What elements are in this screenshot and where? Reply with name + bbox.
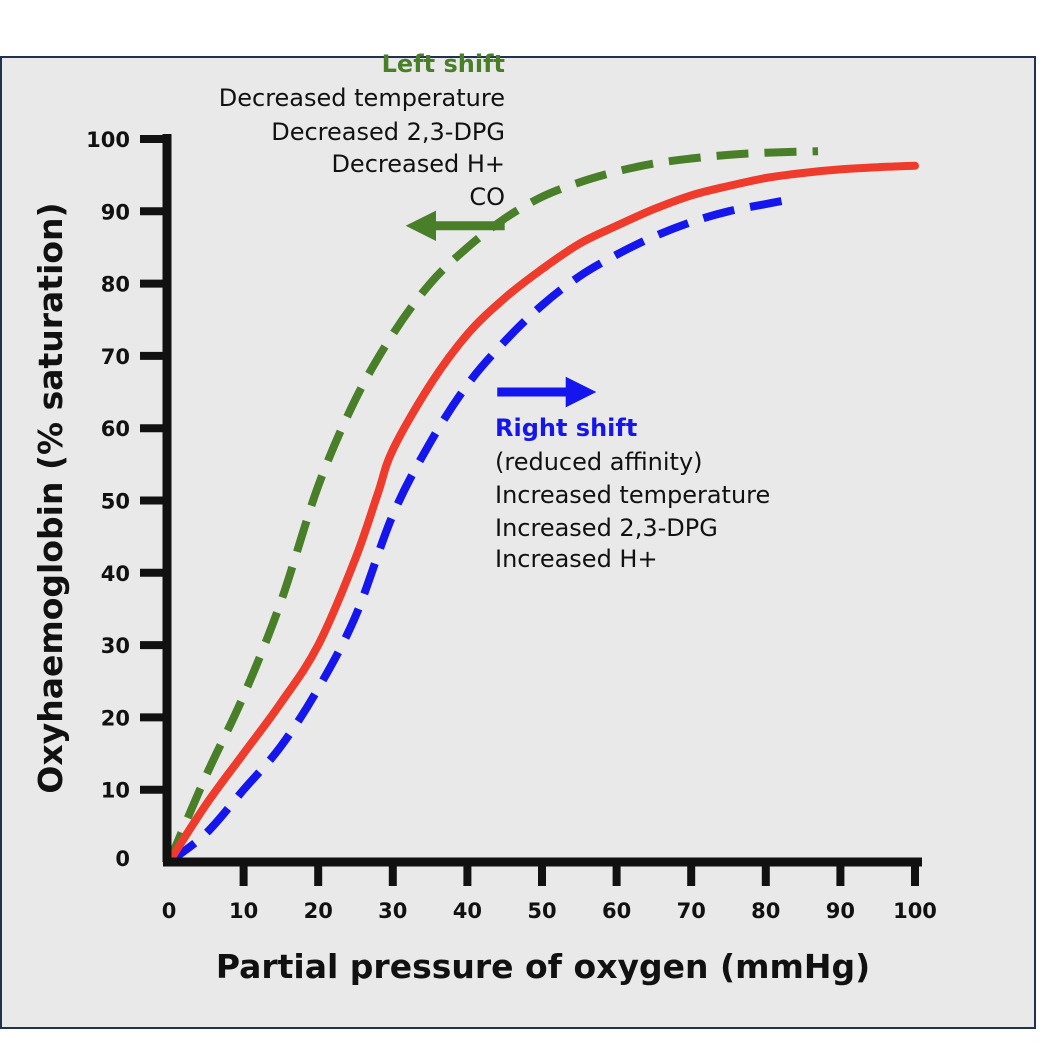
- x-tick-label: 100: [893, 899, 937, 923]
- y-tick-label: 60: [101, 417, 130, 441]
- left-shift-curve: [165, 147, 819, 864]
- y-tick-label: 80: [101, 273, 130, 297]
- plot-frame: [0, 56, 1036, 1029]
- x-tick-label: 70: [677, 899, 706, 923]
- y-tick-label: 10: [101, 779, 130, 803]
- right-shift-curve: [166, 194, 797, 866]
- x-tick-label: 20: [304, 899, 333, 923]
- right-shift-line: Increased temperature: [495, 481, 770, 509]
- x-tick-label: 50: [527, 899, 556, 923]
- normal-curve: [165, 161, 919, 866]
- y-tick-label: 50: [101, 490, 130, 514]
- right-shift-note: Right shift (reduced affinity) Increased…: [495, 414, 770, 573]
- x-tick-label: 60: [602, 899, 631, 923]
- x-tick-label: 90: [826, 899, 855, 923]
- left-shift-line: Decreased temperature: [219, 84, 505, 112]
- shift-arrows: [405, 210, 597, 408]
- x-axis-title: Partial pressure of oxygen (mmHg): [216, 947, 870, 986]
- left-shift-line: CO: [469, 183, 505, 211]
- y-tick-label: 0: [115, 847, 130, 871]
- x-tick-label: 10: [229, 899, 258, 923]
- y-tick-label: 100: [86, 128, 130, 152]
- x-tick-label: 0: [162, 899, 177, 923]
- y-tick-label: 70: [101, 345, 130, 369]
- right-shift-line: Increased 2,3-DPG: [495, 514, 718, 542]
- left-shift-line: Decreased 2,3-DPG: [271, 118, 505, 146]
- y-tick-label: 90: [101, 200, 130, 224]
- left-shift-note: Left shift Decreased temperature Decreas…: [219, 50, 505, 211]
- left-shift-line: Decreased H+: [331, 150, 505, 178]
- curves: [165, 147, 919, 866]
- right-shift-line: (reduced affinity): [495, 448, 703, 476]
- y-tick-label: 20: [101, 706, 130, 730]
- y-tick-label: 30: [101, 634, 130, 658]
- x-tick-label: 80: [751, 899, 780, 923]
- right-shift-heading: Right shift: [495, 414, 637, 442]
- x-tick-label: 30: [378, 899, 407, 923]
- y-tick-label: 40: [101, 562, 130, 586]
- x-tick-label: 40: [453, 899, 482, 923]
- y-axis-title: Oxyhaemoglobin (% saturation): [31, 202, 70, 793]
- left-shift-heading: Left shift: [382, 50, 505, 78]
- right-shift-line: Increased H+: [495, 545, 658, 573]
